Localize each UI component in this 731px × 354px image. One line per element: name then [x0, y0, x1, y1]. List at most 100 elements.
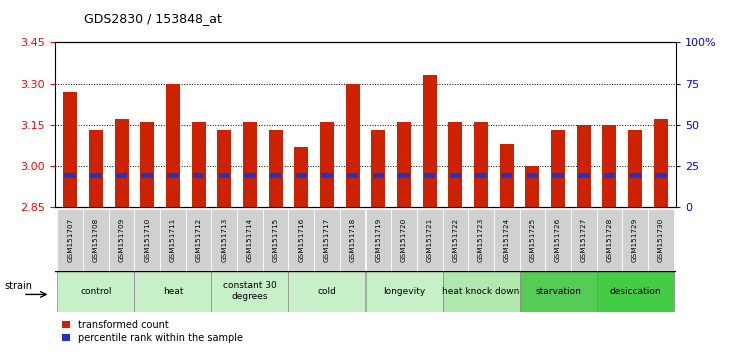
Bar — [270, 173, 281, 178]
Bar — [397, 122, 411, 207]
Bar — [604, 173, 616, 178]
Bar — [391, 209, 417, 271]
Bar — [142, 173, 153, 178]
Text: cold: cold — [317, 287, 336, 296]
Text: starvation: starvation — [535, 287, 581, 296]
Bar — [494, 209, 520, 271]
Text: longevity: longevity — [383, 287, 425, 296]
Bar — [314, 209, 340, 271]
Bar — [135, 271, 211, 312]
Text: GSM151729: GSM151729 — [632, 218, 638, 262]
Bar — [289, 271, 366, 312]
Text: GSM151718: GSM151718 — [349, 218, 356, 262]
Bar — [526, 166, 539, 207]
Bar — [520, 209, 545, 271]
Bar — [578, 173, 589, 178]
Bar — [545, 209, 571, 271]
Text: strain: strain — [4, 281, 32, 291]
Bar — [501, 173, 512, 178]
Bar — [520, 271, 596, 312]
Bar — [468, 209, 494, 271]
Bar — [219, 173, 230, 178]
Bar — [424, 173, 436, 178]
Bar — [648, 209, 673, 271]
Bar — [243, 122, 257, 207]
Text: GSM151709: GSM151709 — [118, 218, 124, 262]
Bar — [192, 122, 205, 207]
Text: GSM151716: GSM151716 — [298, 218, 304, 262]
Text: GSM151719: GSM151719 — [375, 218, 382, 262]
Bar — [160, 209, 186, 271]
Bar — [450, 173, 461, 178]
Bar — [289, 209, 314, 271]
Text: GSM151713: GSM151713 — [221, 218, 227, 262]
Bar — [90, 173, 102, 178]
Text: heat: heat — [163, 287, 183, 296]
Bar — [347, 173, 358, 178]
Bar — [237, 209, 263, 271]
Bar — [268, 130, 283, 207]
Text: GSM151728: GSM151728 — [607, 218, 613, 262]
Text: GSM151725: GSM151725 — [529, 218, 535, 262]
Text: control: control — [80, 287, 112, 296]
Bar — [295, 173, 307, 178]
Bar — [295, 147, 308, 207]
Bar — [602, 125, 616, 207]
Bar — [211, 271, 289, 312]
Bar — [193, 173, 205, 178]
Text: GSM151708: GSM151708 — [93, 218, 99, 262]
Bar — [371, 130, 385, 207]
Text: GSM151724: GSM151724 — [504, 218, 510, 262]
Bar — [366, 271, 442, 312]
Bar — [244, 173, 256, 178]
Bar — [475, 173, 487, 178]
Bar — [167, 173, 178, 178]
Bar — [655, 173, 667, 178]
Bar — [500, 144, 514, 207]
Bar — [63, 92, 77, 207]
Bar — [622, 209, 648, 271]
Bar — [417, 209, 442, 271]
Bar — [115, 173, 127, 178]
Bar — [526, 173, 538, 178]
Text: GSM151715: GSM151715 — [273, 218, 279, 262]
Bar — [58, 271, 135, 312]
Bar — [551, 130, 565, 207]
Bar — [109, 209, 135, 271]
Bar — [654, 119, 668, 207]
Bar — [321, 173, 333, 178]
Bar — [186, 209, 211, 271]
Text: GSM151710: GSM151710 — [144, 218, 151, 262]
Bar — [398, 173, 410, 178]
Text: GSM151722: GSM151722 — [452, 218, 458, 262]
Bar — [211, 209, 237, 271]
Bar — [83, 209, 109, 271]
Bar — [346, 84, 360, 207]
Bar — [571, 209, 596, 271]
Bar — [263, 209, 289, 271]
Bar — [553, 173, 564, 178]
Text: GSM151723: GSM151723 — [478, 218, 484, 262]
Bar — [64, 173, 76, 178]
Text: desiccation: desiccation — [609, 287, 661, 296]
Bar — [442, 209, 468, 271]
Bar — [629, 173, 641, 178]
Bar — [135, 209, 160, 271]
Bar — [140, 122, 154, 207]
Text: GSM151711: GSM151711 — [170, 218, 176, 262]
Bar — [166, 84, 180, 207]
Bar — [474, 122, 488, 207]
Text: GSM151712: GSM151712 — [196, 218, 202, 262]
Bar — [89, 130, 103, 207]
Text: GSM151717: GSM151717 — [324, 218, 330, 262]
Bar — [340, 209, 366, 271]
Bar — [628, 130, 642, 207]
Text: GSM151714: GSM151714 — [247, 218, 253, 262]
Text: GSM151726: GSM151726 — [555, 218, 561, 262]
Bar — [596, 209, 622, 271]
Bar — [320, 122, 334, 207]
Bar — [423, 75, 436, 207]
Bar — [577, 125, 591, 207]
Text: GSM151721: GSM151721 — [427, 218, 433, 262]
Bar — [442, 271, 520, 312]
